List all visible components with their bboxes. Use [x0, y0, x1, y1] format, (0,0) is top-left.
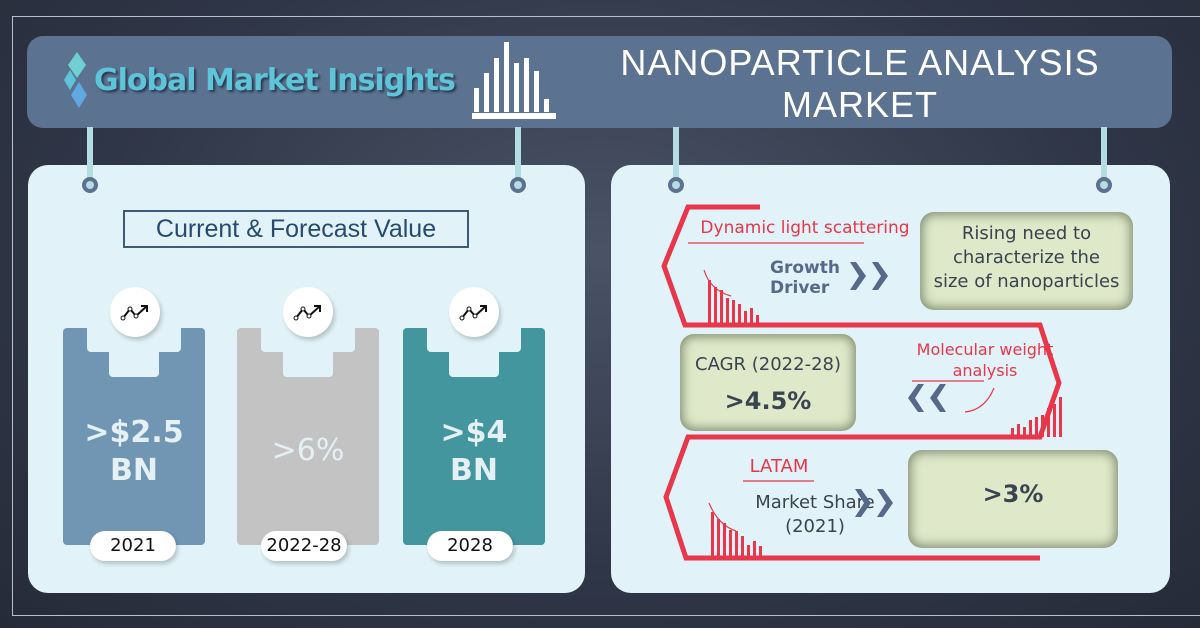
decline-bars-icon [708, 280, 762, 556]
market-share-label: Market Share (2021) [740, 491, 890, 539]
segment-latam: LATAM [749, 456, 809, 477]
title-line-1: NANOPARTICLE ANALYSIS [620, 42, 1100, 83]
box-line: characterize the [953, 247, 1100, 268]
peg-dot [1096, 177, 1112, 193]
label-line: Market Share [755, 492, 875, 513]
growth-bars-icon [1011, 397, 1062, 437]
value-card-cagr: >6% [237, 327, 379, 545]
card-value: >$2.5 [84, 415, 184, 450]
cagr-value: >4.5% [724, 387, 812, 415]
year-pill: 2022-28 [261, 531, 347, 561]
brand-name: Global Market Insights [94, 62, 456, 98]
outer-frame [12, 16, 1200, 616]
segment-line: analysis [952, 361, 1018, 380]
page-title: NANOPARTICLE ANALYSIS MARKET [560, 42, 1160, 126]
growth-driver-box: Rising need to characterize the size of na… [920, 212, 1133, 310]
peg-dot [668, 177, 684, 193]
card-unit: BN [450, 453, 498, 488]
brand-logo: Global Market Insights [64, 52, 456, 108]
segment-molecular-weight: Molecular weight analysis [900, 339, 1070, 381]
cagr-label: CAGR (2022-28) [695, 354, 841, 375]
card-value: >6% [271, 433, 345, 468]
trend-up-icon [110, 287, 160, 337]
card-value: >$4 [440, 415, 508, 450]
growth-driver-label: Growth Driver [770, 258, 840, 298]
trend-up-icon [449, 287, 499, 337]
bar-chart-icon [472, 42, 556, 119]
box-line: size of nanoparticles [933, 271, 1120, 292]
trend-up-icon [283, 287, 333, 337]
label-line: Growth [770, 258, 840, 278]
peg [1101, 127, 1107, 185]
cagr-box: CAGR (2022-28) >4.5% [680, 334, 856, 431]
peg [87, 127, 93, 185]
box-line: Rising need to [961, 223, 1092, 244]
year-pill: 2028 [427, 531, 513, 561]
segment-line: Molecular weight [916, 340, 1054, 359]
value-card-2021: >$2.5 BN [63, 327, 205, 545]
double-chevron-right-icon [850, 262, 888, 290]
segment-dynamic-light-scattering: Dynamic light scattering [700, 218, 910, 238]
peg [515, 127, 521, 185]
peg-dot [82, 177, 98, 193]
section-heading: Current & Forecast Value [123, 210, 469, 248]
diamond-logo-icon [64, 52, 87, 108]
double-chevron-right-icon [855, 489, 893, 517]
peg [673, 127, 679, 185]
value-card-2028: >$4 BN [403, 327, 545, 545]
year-pill: 2021 [90, 531, 176, 561]
double-chevron-left-icon [908, 384, 946, 412]
header-bar [27, 36, 1172, 128]
title-line-2: MARKET [781, 84, 938, 125]
label-line: (2021) [785, 516, 845, 537]
card-unit: BN [110, 453, 158, 488]
label-line: Driver [770, 278, 830, 298]
peg-dot [510, 177, 526, 193]
market-share-box: >3% [908, 450, 1118, 548]
